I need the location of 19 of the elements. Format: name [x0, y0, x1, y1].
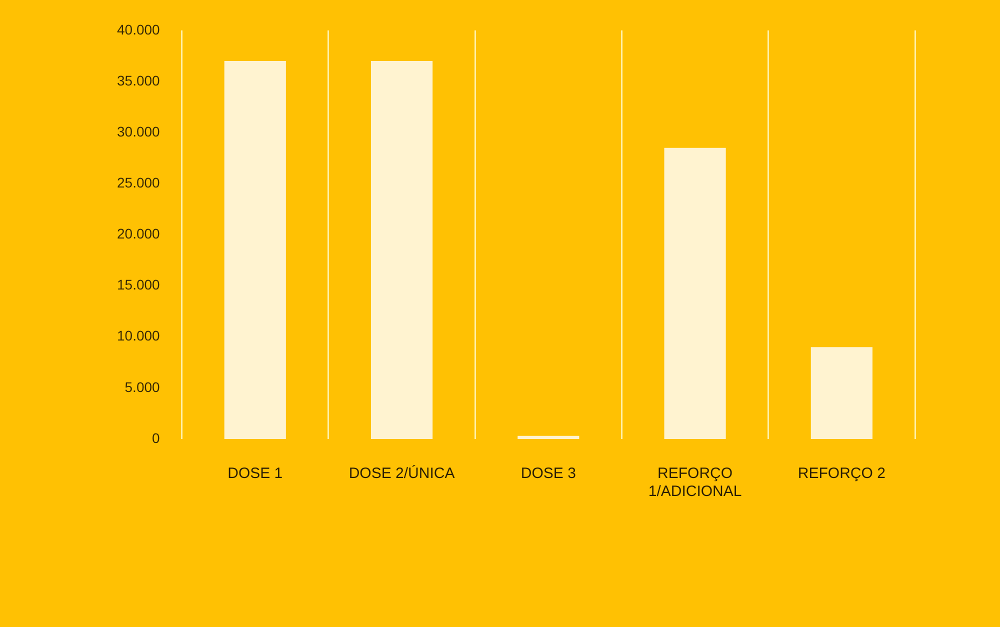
- bar: [370, 61, 433, 439]
- bar: [518, 436, 580, 439]
- y-tick-label: 5.000: [124, 378, 160, 395]
- y-tick-label: 25.000: [116, 174, 160, 190]
- y-tick-label: 15.000: [116, 276, 160, 293]
- y-tick-label: 10.000: [116, 328, 160, 344]
- x-tick-label: REFORÇO 1/ADICIONAL: [648, 465, 742, 500]
- y-tick-label: 35.000: [116, 72, 160, 88]
- x-tick-label: DOSE 1: [228, 465, 283, 482]
- y-tick-label: 30.000: [116, 123, 160, 140]
- x-tick-label: REFORÇO 2: [798, 465, 886, 482]
- x-tick-label: DOSE 3: [520, 465, 576, 482]
- y-tick-label: 0: [152, 430, 160, 446]
- bar: [664, 148, 726, 439]
- bar: [810, 347, 872, 439]
- x-tick-label: DOSE 2/ÚNICA: [348, 464, 455, 482]
- y-tick-label: 40.000: [116, 21, 160, 38]
- bar: [224, 61, 286, 439]
- y-tick-label: 20.000: [116, 226, 160, 242]
